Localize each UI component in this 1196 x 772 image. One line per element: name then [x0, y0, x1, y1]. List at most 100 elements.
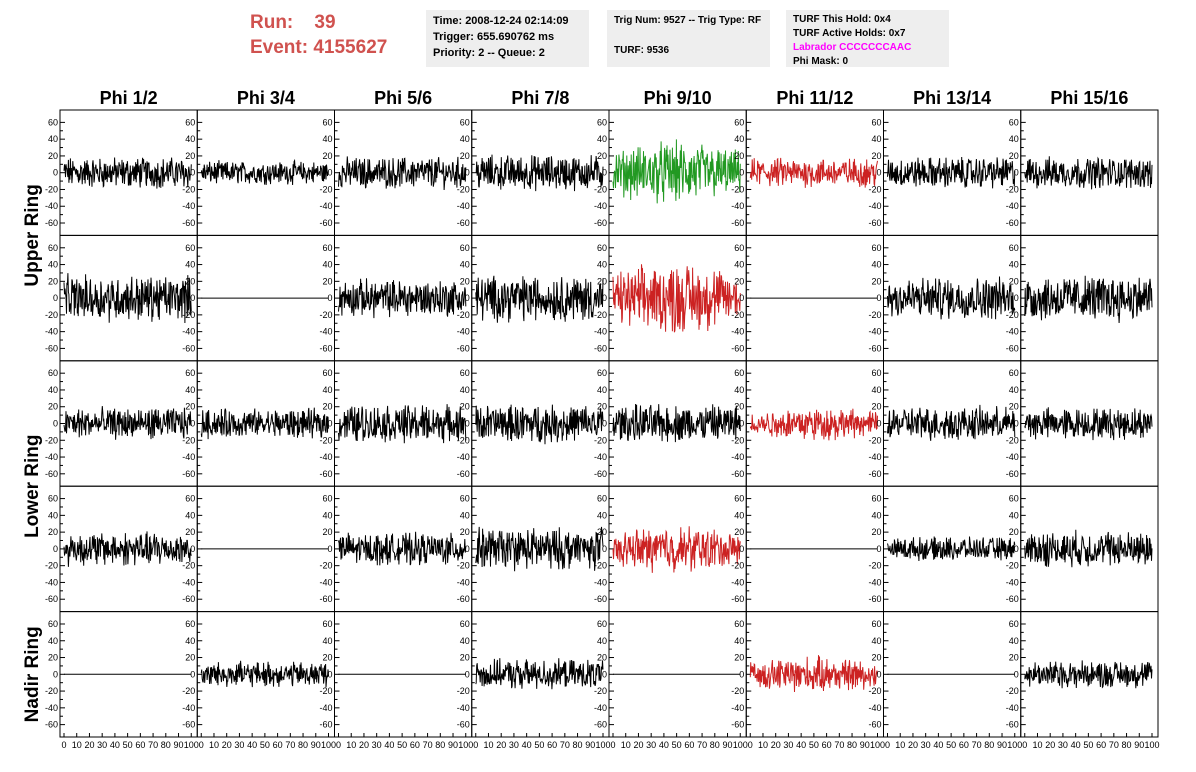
- y-tick-label: -40: [45, 577, 58, 587]
- x-tick-label: 10: [1032, 740, 1042, 750]
- y-tick-label: 40: [734, 385, 744, 395]
- y-tick-label: 0: [327, 544, 332, 554]
- y-tick-label: 20: [48, 276, 58, 286]
- x-tick-label: 0: [199, 740, 204, 750]
- y-tick-label: 0: [876, 419, 881, 429]
- y-tick-label: 20: [185, 402, 195, 412]
- x-tick-label: 30: [97, 740, 107, 750]
- y-tick-label: -60: [45, 218, 58, 228]
- y-tick-label: 0: [739, 168, 744, 178]
- y-tick-label: -40: [594, 201, 607, 211]
- x-tick-label: 100: [870, 740, 885, 750]
- y-tick-label: 40: [1009, 636, 1019, 646]
- y-tick-label: -20: [45, 561, 58, 571]
- waveform-trace: [63, 157, 192, 189]
- y-tick-label: 0: [1014, 669, 1019, 679]
- x-tick-label: 70: [972, 740, 982, 750]
- y-tick-label: 60: [597, 368, 607, 378]
- y-tick-label: 20: [597, 151, 607, 161]
- y-tick-label: 60: [322, 117, 332, 127]
- x-tick-label: 50: [809, 740, 819, 750]
- y-tick-label: 20: [322, 527, 332, 537]
- y-tick-label: 40: [597, 510, 607, 520]
- x-tick-label: 0: [473, 740, 478, 750]
- y-tick-label: -60: [731, 218, 744, 228]
- column-label: Phi 7/8: [511, 88, 569, 108]
- y-tick-label: 60: [460, 619, 470, 629]
- waveform-panel: -60 -40 -20 0 20 40 60: [868, 109, 1022, 236]
- waveform-trace: [338, 404, 467, 444]
- waveform-trace: [612, 403, 741, 443]
- y-tick-label: 60: [597, 494, 607, 504]
- x-tick-label: 40: [247, 740, 257, 750]
- x-tick-label: 70: [285, 740, 295, 750]
- x-tick-label: 20: [359, 740, 369, 750]
- y-tick-label: 60: [48, 243, 58, 253]
- x-tick-label: 0: [61, 740, 66, 750]
- waveform-panel: -60 -40 -20 0 20 40 60: [731, 234, 884, 362]
- x-tick-label: 100: [458, 740, 473, 750]
- y-tick-label: -40: [731, 327, 744, 337]
- waveform-panel: -60 -40 -20 0 20 40 60: [319, 360, 473, 487]
- waveform-panel: -60 -40 -20 0 20 40 60: [45, 109, 198, 236]
- y-tick-label: 60: [185, 494, 195, 504]
- x-tick-label: 90: [860, 740, 870, 750]
- y-tick-label: 20: [734, 151, 744, 161]
- column-label: Phi 1/2: [100, 88, 158, 108]
- y-tick-label: 20: [871, 653, 881, 663]
- y-tick-label: 0: [876, 544, 881, 554]
- x-tick-label: 60: [135, 740, 145, 750]
- y-tick-label: 0: [190, 293, 195, 303]
- waveform-panel: -60 -40 -20 0 20 40 60: [594, 234, 747, 362]
- x-tick-label: 100: [184, 740, 199, 750]
- y-tick-label: 20: [460, 653, 470, 663]
- y-tick-label: 20: [460, 151, 470, 161]
- y-tick-label: -40: [319, 327, 332, 337]
- y-tick-label: -60: [868, 218, 881, 228]
- waveform-panel: -60 -40 -20 0 20 40 60: [594, 360, 747, 487]
- x-tick-label: 90: [174, 740, 184, 750]
- x-tick-label: 20: [84, 740, 94, 750]
- waveform-panel: -60 -40 -20 0 20 40 60: [182, 611, 335, 738]
- y-tick-label: 0: [1014, 168, 1019, 178]
- x-tick-label: 40: [659, 740, 669, 750]
- y-tick-label: 60: [185, 368, 195, 378]
- x-tick-label: 90: [448, 740, 458, 750]
- waveform-trace: [887, 404, 1016, 441]
- x-tick-label: 50: [1083, 740, 1093, 750]
- y-tick-label: 0: [53, 293, 58, 303]
- y-tick-label: 0: [602, 293, 607, 303]
- x-tick-label: 60: [273, 740, 283, 750]
- y-tick-label: 0: [190, 419, 195, 429]
- x-tick-label: 90: [723, 740, 733, 750]
- y-tick-label: -40: [457, 703, 470, 713]
- y-tick-label: 40: [460, 385, 470, 395]
- waveform-panel: -60 -40 -20 0 20 40 60: [319, 611, 473, 738]
- waveform-panel: -60 -40 -20 0 20 40 60: [731, 360, 884, 487]
- y-tick-label: 0: [465, 544, 470, 554]
- x-tick-label: 80: [435, 740, 445, 750]
- x-tick-label: 30: [509, 740, 519, 750]
- turf-text: TURF: 9536: [614, 45, 670, 56]
- x-tick-label: 30: [783, 740, 793, 750]
- y-tick-label: 20: [460, 276, 470, 286]
- waveform-trace: [749, 408, 878, 441]
- waveform-trace: [200, 407, 329, 440]
- y-tick-label: 60: [734, 243, 744, 253]
- y-tick-label: 40: [597, 134, 607, 144]
- y-tick-label: -60: [731, 469, 744, 479]
- x-tick-label: 0: [610, 740, 615, 750]
- waveform-trace: [612, 264, 741, 333]
- y-tick-label: 20: [460, 527, 470, 537]
- x-tick-label: 70: [697, 740, 707, 750]
- y-tick-label: -40: [1006, 452, 1019, 462]
- waveform-trace: [475, 154, 604, 192]
- waveform-trace: [612, 139, 741, 204]
- y-tick-label: 0: [53, 669, 58, 679]
- waveform-panel: -60 -40 -20 0 20 40 60: [45, 360, 198, 487]
- y-tick-label: 20: [1009, 402, 1019, 412]
- y-tick-label: 60: [1009, 494, 1019, 504]
- x-tick-label: 10: [72, 740, 82, 750]
- y-tick-label: 0: [53, 544, 58, 554]
- x-tick-label: 50: [672, 740, 682, 750]
